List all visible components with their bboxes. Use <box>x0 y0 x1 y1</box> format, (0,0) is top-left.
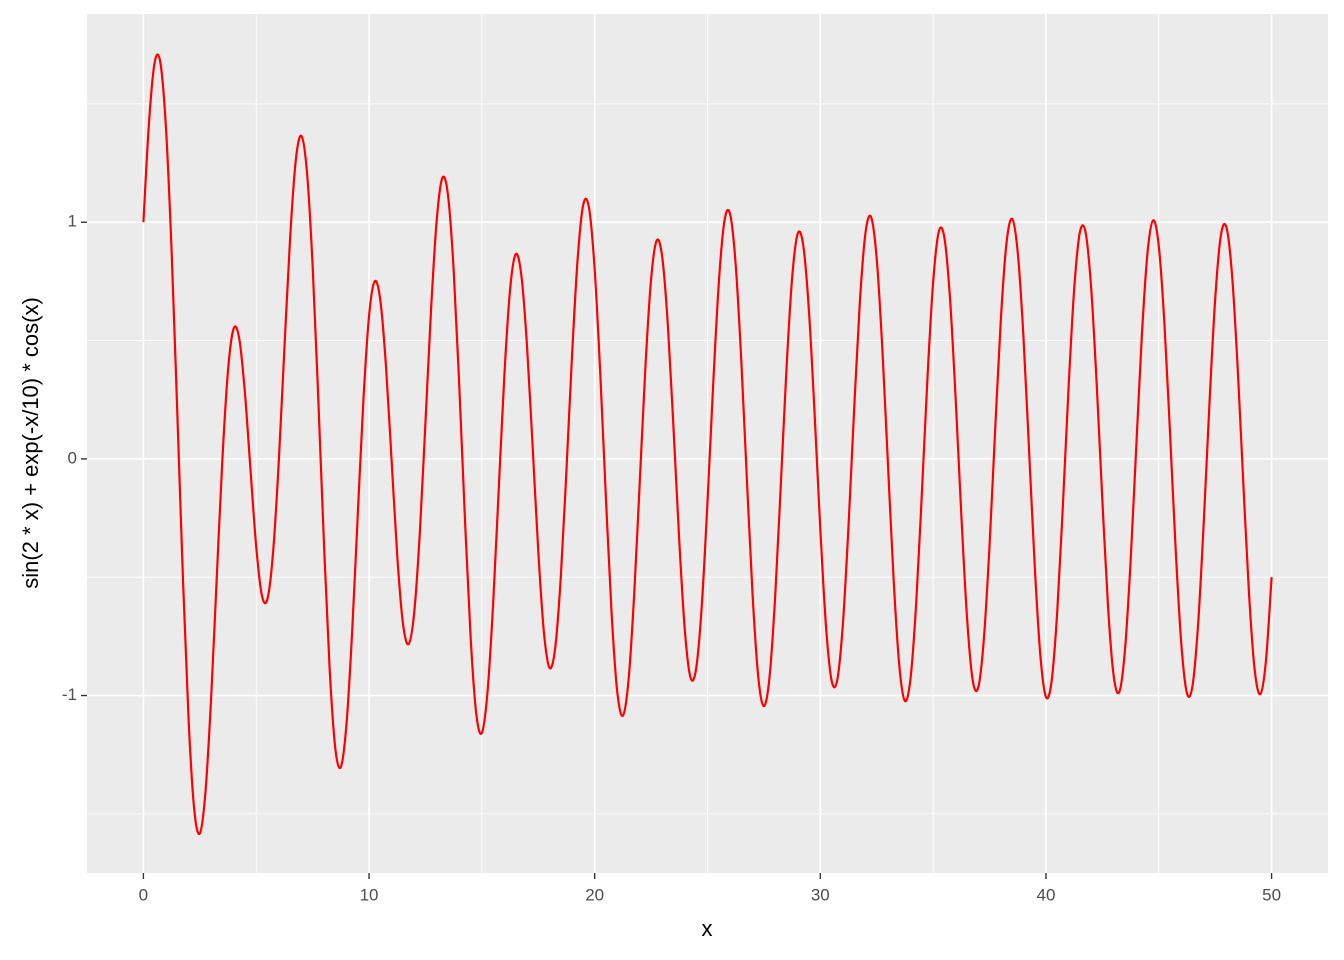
axes: 0 10 20 30 40 50 -1 0 1 <box>62 212 1281 905</box>
y-axis-title: sin(2 * x) + exp(-x/10) * cos(x) <box>18 297 43 589</box>
line <box>142 53 1273 836</box>
x-tick-label: 10 <box>360 885 379 904</box>
x-tick-label: 0 <box>139 885 148 904</box>
x-axis-title: x <box>702 916 713 941</box>
x-tick-label: 50 <box>1262 885 1281 904</box>
y-tick-label: -1 <box>62 685 77 704</box>
x-tick-label: 20 <box>585 885 604 904</box>
x-tick-label: 40 <box>1036 885 1055 904</box>
y-tick-label: 1 <box>68 212 77 231</box>
marks <box>142 53 1273 836</box>
x-tick-label: 30 <box>811 885 830 904</box>
grid <box>87 14 1328 873</box>
y-tick-label: 0 <box>68 448 77 467</box>
